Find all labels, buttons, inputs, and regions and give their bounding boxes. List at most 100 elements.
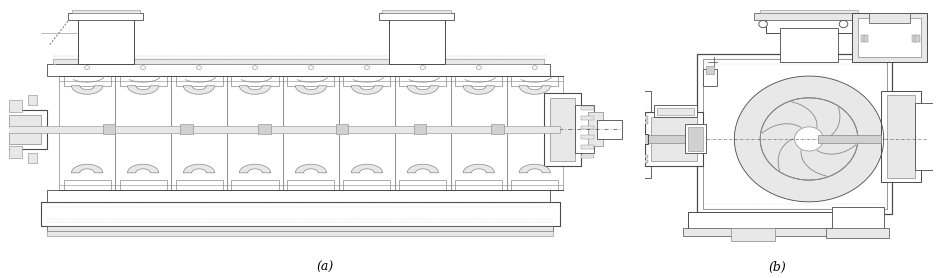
Circle shape — [140, 66, 146, 70]
Polygon shape — [127, 86, 159, 94]
Bar — [886, 95, 916, 178]
Polygon shape — [752, 91, 867, 187]
Bar — [654, 105, 697, 117]
Bar — [651, 117, 697, 161]
Bar — [755, 13, 864, 21]
Bar — [380, 13, 454, 21]
Polygon shape — [463, 164, 495, 173]
Polygon shape — [760, 98, 858, 180]
Circle shape — [532, 66, 537, 70]
Bar — [120, 180, 167, 190]
Bar — [697, 54, 892, 214]
Bar — [861, 35, 865, 42]
Bar — [232, 180, 279, 190]
Bar — [645, 112, 703, 166]
Bar — [864, 35, 868, 42]
Bar — [683, 229, 861, 236]
Polygon shape — [795, 127, 823, 151]
Bar — [455, 180, 502, 190]
Polygon shape — [127, 164, 159, 173]
Bar — [832, 207, 884, 231]
Bar — [623, 134, 648, 144]
Polygon shape — [72, 164, 103, 173]
Bar — [287, 76, 334, 86]
Bar — [72, 9, 140, 13]
Bar — [9, 100, 22, 112]
Bar — [53, 202, 544, 207]
Bar — [826, 229, 889, 238]
Circle shape — [758, 21, 768, 28]
Bar — [382, 9, 451, 13]
Bar — [512, 76, 559, 86]
Bar — [344, 180, 390, 190]
Bar — [336, 125, 349, 134]
Bar — [689, 127, 703, 151]
Bar — [492, 125, 504, 134]
Bar — [634, 125, 640, 129]
Bar — [28, 153, 38, 163]
Bar — [344, 76, 390, 86]
Bar — [47, 64, 550, 76]
Bar — [634, 168, 640, 173]
Bar — [41, 202, 560, 226]
Polygon shape — [351, 164, 382, 173]
Polygon shape — [407, 86, 439, 94]
Bar — [766, 13, 853, 33]
Bar — [916, 35, 919, 42]
Bar — [818, 135, 881, 143]
Bar — [64, 76, 110, 86]
Bar — [0, 126, 560, 133]
Polygon shape — [72, 86, 103, 94]
Bar — [634, 153, 640, 158]
Bar — [645, 135, 697, 143]
Polygon shape — [760, 98, 858, 180]
Polygon shape — [184, 164, 215, 173]
Text: (a): (a) — [317, 261, 333, 274]
Polygon shape — [740, 81, 878, 197]
Bar — [634, 95, 640, 100]
Bar — [181, 125, 193, 134]
Bar — [642, 121, 648, 125]
Bar — [175, 76, 222, 86]
Bar — [399, 180, 447, 190]
Bar — [576, 105, 593, 153]
Polygon shape — [735, 76, 884, 202]
Bar — [634, 139, 640, 144]
Bar — [703, 59, 886, 209]
Polygon shape — [295, 86, 327, 94]
Bar — [869, 13, 910, 23]
Polygon shape — [463, 86, 495, 94]
Bar — [512, 180, 559, 190]
Bar — [597, 120, 622, 139]
Bar — [581, 126, 593, 129]
Bar — [544, 93, 581, 166]
Circle shape — [308, 66, 314, 70]
Bar — [258, 125, 270, 134]
Bar — [47, 226, 553, 231]
Bar — [760, 9, 858, 13]
Bar — [689, 212, 855, 231]
Bar — [47, 190, 550, 202]
Text: (b): (b) — [769, 261, 786, 274]
Bar — [64, 180, 110, 190]
Circle shape — [365, 66, 369, 70]
Bar — [858, 18, 921, 57]
Bar — [703, 69, 717, 86]
Bar — [53, 59, 544, 64]
Bar — [9, 115, 41, 144]
Bar — [642, 160, 648, 163]
Bar — [399, 76, 447, 86]
Bar — [640, 91, 651, 178]
Bar — [78, 11, 134, 64]
Circle shape — [85, 66, 89, 70]
Polygon shape — [519, 86, 550, 94]
Bar — [175, 180, 222, 190]
Circle shape — [420, 66, 426, 70]
Bar — [581, 155, 593, 158]
Bar — [120, 76, 167, 86]
Polygon shape — [239, 164, 270, 173]
Bar — [853, 13, 927, 61]
Bar — [706, 66, 714, 74]
Bar — [634, 110, 640, 115]
Bar — [642, 155, 648, 158]
